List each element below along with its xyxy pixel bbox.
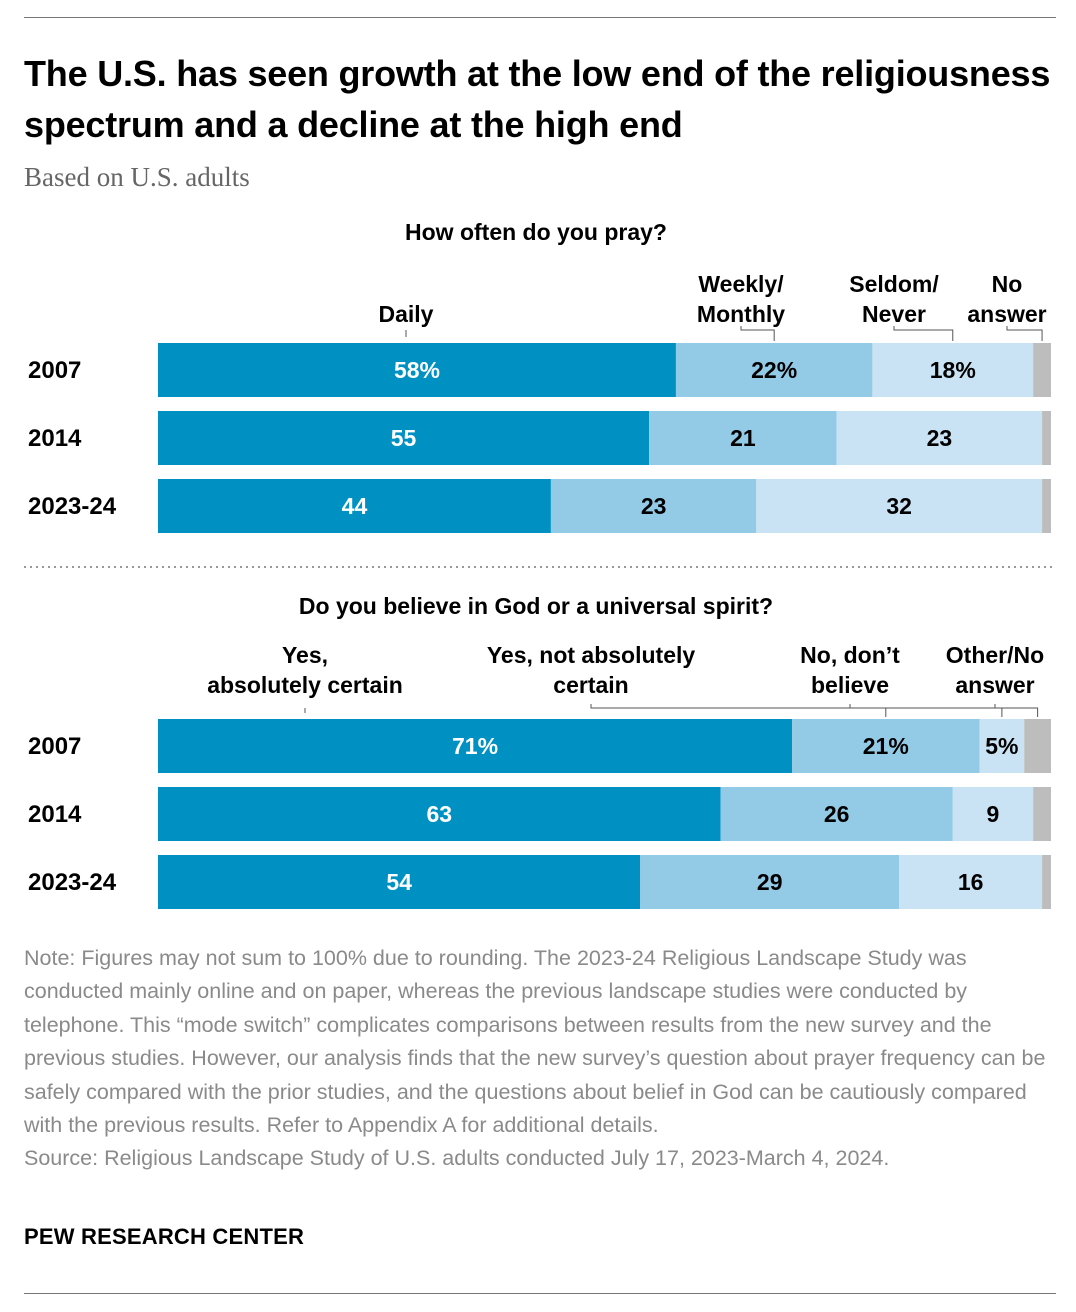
- chart-subtitle: Based on U.S. adults: [24, 162, 250, 192]
- bar-segment: [550, 479, 757, 533]
- row-label: 2023-24: [28, 493, 117, 520]
- legend-leader: [994, 704, 1039, 717]
- data-label: 21: [730, 425, 756, 451]
- bar-segment: [836, 411, 1043, 465]
- data-label: 44: [342, 493, 368, 519]
- data-label: 63: [426, 801, 452, 827]
- data-label: 54: [386, 869, 412, 895]
- bar-segment: [872, 343, 1034, 397]
- bar-segment: [158, 855, 641, 909]
- legend-label: Weekly/Monthly: [697, 271, 785, 327]
- row-label: 2007: [28, 357, 81, 384]
- data-label: 29: [757, 869, 783, 895]
- chart-title: The U.S. has seen growth at the low end …: [24, 53, 1051, 145]
- legend-label: Seldom/Never: [849, 271, 939, 327]
- bar-segment: [640, 855, 900, 909]
- legend-label: Other/No answer: [946, 642, 1044, 698]
- data-label: 23: [927, 425, 953, 451]
- data-label: 5%: [985, 733, 1018, 759]
- data-label: 16: [958, 869, 984, 895]
- bar-segment: [158, 719, 793, 773]
- data-label: 9: [987, 801, 1000, 827]
- source-text: Source: Religious Landscape Study of U.S…: [24, 1146, 890, 1171]
- data-label: 26: [824, 801, 850, 827]
- data-label: 23: [641, 493, 667, 519]
- bar-segment: [675, 343, 873, 397]
- legend-leader: [849, 704, 1003, 717]
- bar-segment: [899, 855, 1043, 909]
- top-rule: [24, 17, 1056, 18]
- legend-label: Yes, not absolutely certain: [487, 642, 696, 698]
- bar-segment: [1024, 719, 1051, 773]
- panel-title: How often do you pray?: [405, 219, 667, 245]
- panel-title: Do you believe in God or a universal spi…: [299, 593, 773, 619]
- legend-label: Yes, absolutely certain: [207, 642, 403, 698]
- stacked-bar-charts: How often do you pray? 2007 58% 22% 18% 2014 5…: [24, 219, 1056, 909]
- legend-leader: [590, 704, 887, 717]
- bar-segment: [158, 411, 650, 465]
- row-label: 2014: [28, 425, 82, 452]
- row-label: 2007: [28, 733, 81, 760]
- data-label: 21%: [863, 733, 909, 759]
- data-label: 58%: [394, 357, 440, 383]
- legend-leader: [1006, 326, 1043, 341]
- bar-segment: [158, 787, 721, 841]
- footer-logo-text: PEW RESEARCH CENTER: [24, 1224, 305, 1249]
- legend-leader: [893, 326, 954, 341]
- bar-segment: [1042, 479, 1051, 533]
- data-label: 18%: [930, 357, 976, 383]
- row-label: 2014: [28, 801, 82, 828]
- bar-segment: [649, 411, 837, 465]
- bar-segment: [792, 719, 980, 773]
- legend-label: No answer: [967, 271, 1046, 327]
- data-label: 71%: [452, 733, 498, 759]
- data-label: 55: [391, 425, 417, 451]
- legend-label: No, don’t believe: [800, 642, 900, 698]
- bar-segment: [1042, 411, 1051, 465]
- legend-label: Daily: [379, 301, 434, 327]
- note-text: Note: Figures may not sum to 100% due to…: [24, 946, 1046, 1138]
- legend-leader: [740, 326, 775, 341]
- bar-segment: [756, 479, 1043, 533]
- row-label: 2023-24: [28, 869, 117, 896]
- bar-segment: [720, 787, 953, 841]
- notes: Note: Figures may not sum to 100% due to…: [24, 942, 1054, 1176]
- bar-segment: [952, 787, 1034, 841]
- bar-segment: [158, 479, 551, 533]
- data-label: 22%: [751, 357, 797, 383]
- bar-segment: [1033, 343, 1051, 397]
- bar-segment: [1042, 855, 1051, 909]
- bottom-rule: [24, 1293, 1056, 1294]
- bar-segment: [979, 719, 1025, 773]
- data-label: 32: [886, 493, 912, 519]
- bar-segment: [1033, 787, 1051, 841]
- bar-segment: [158, 343, 676, 397]
